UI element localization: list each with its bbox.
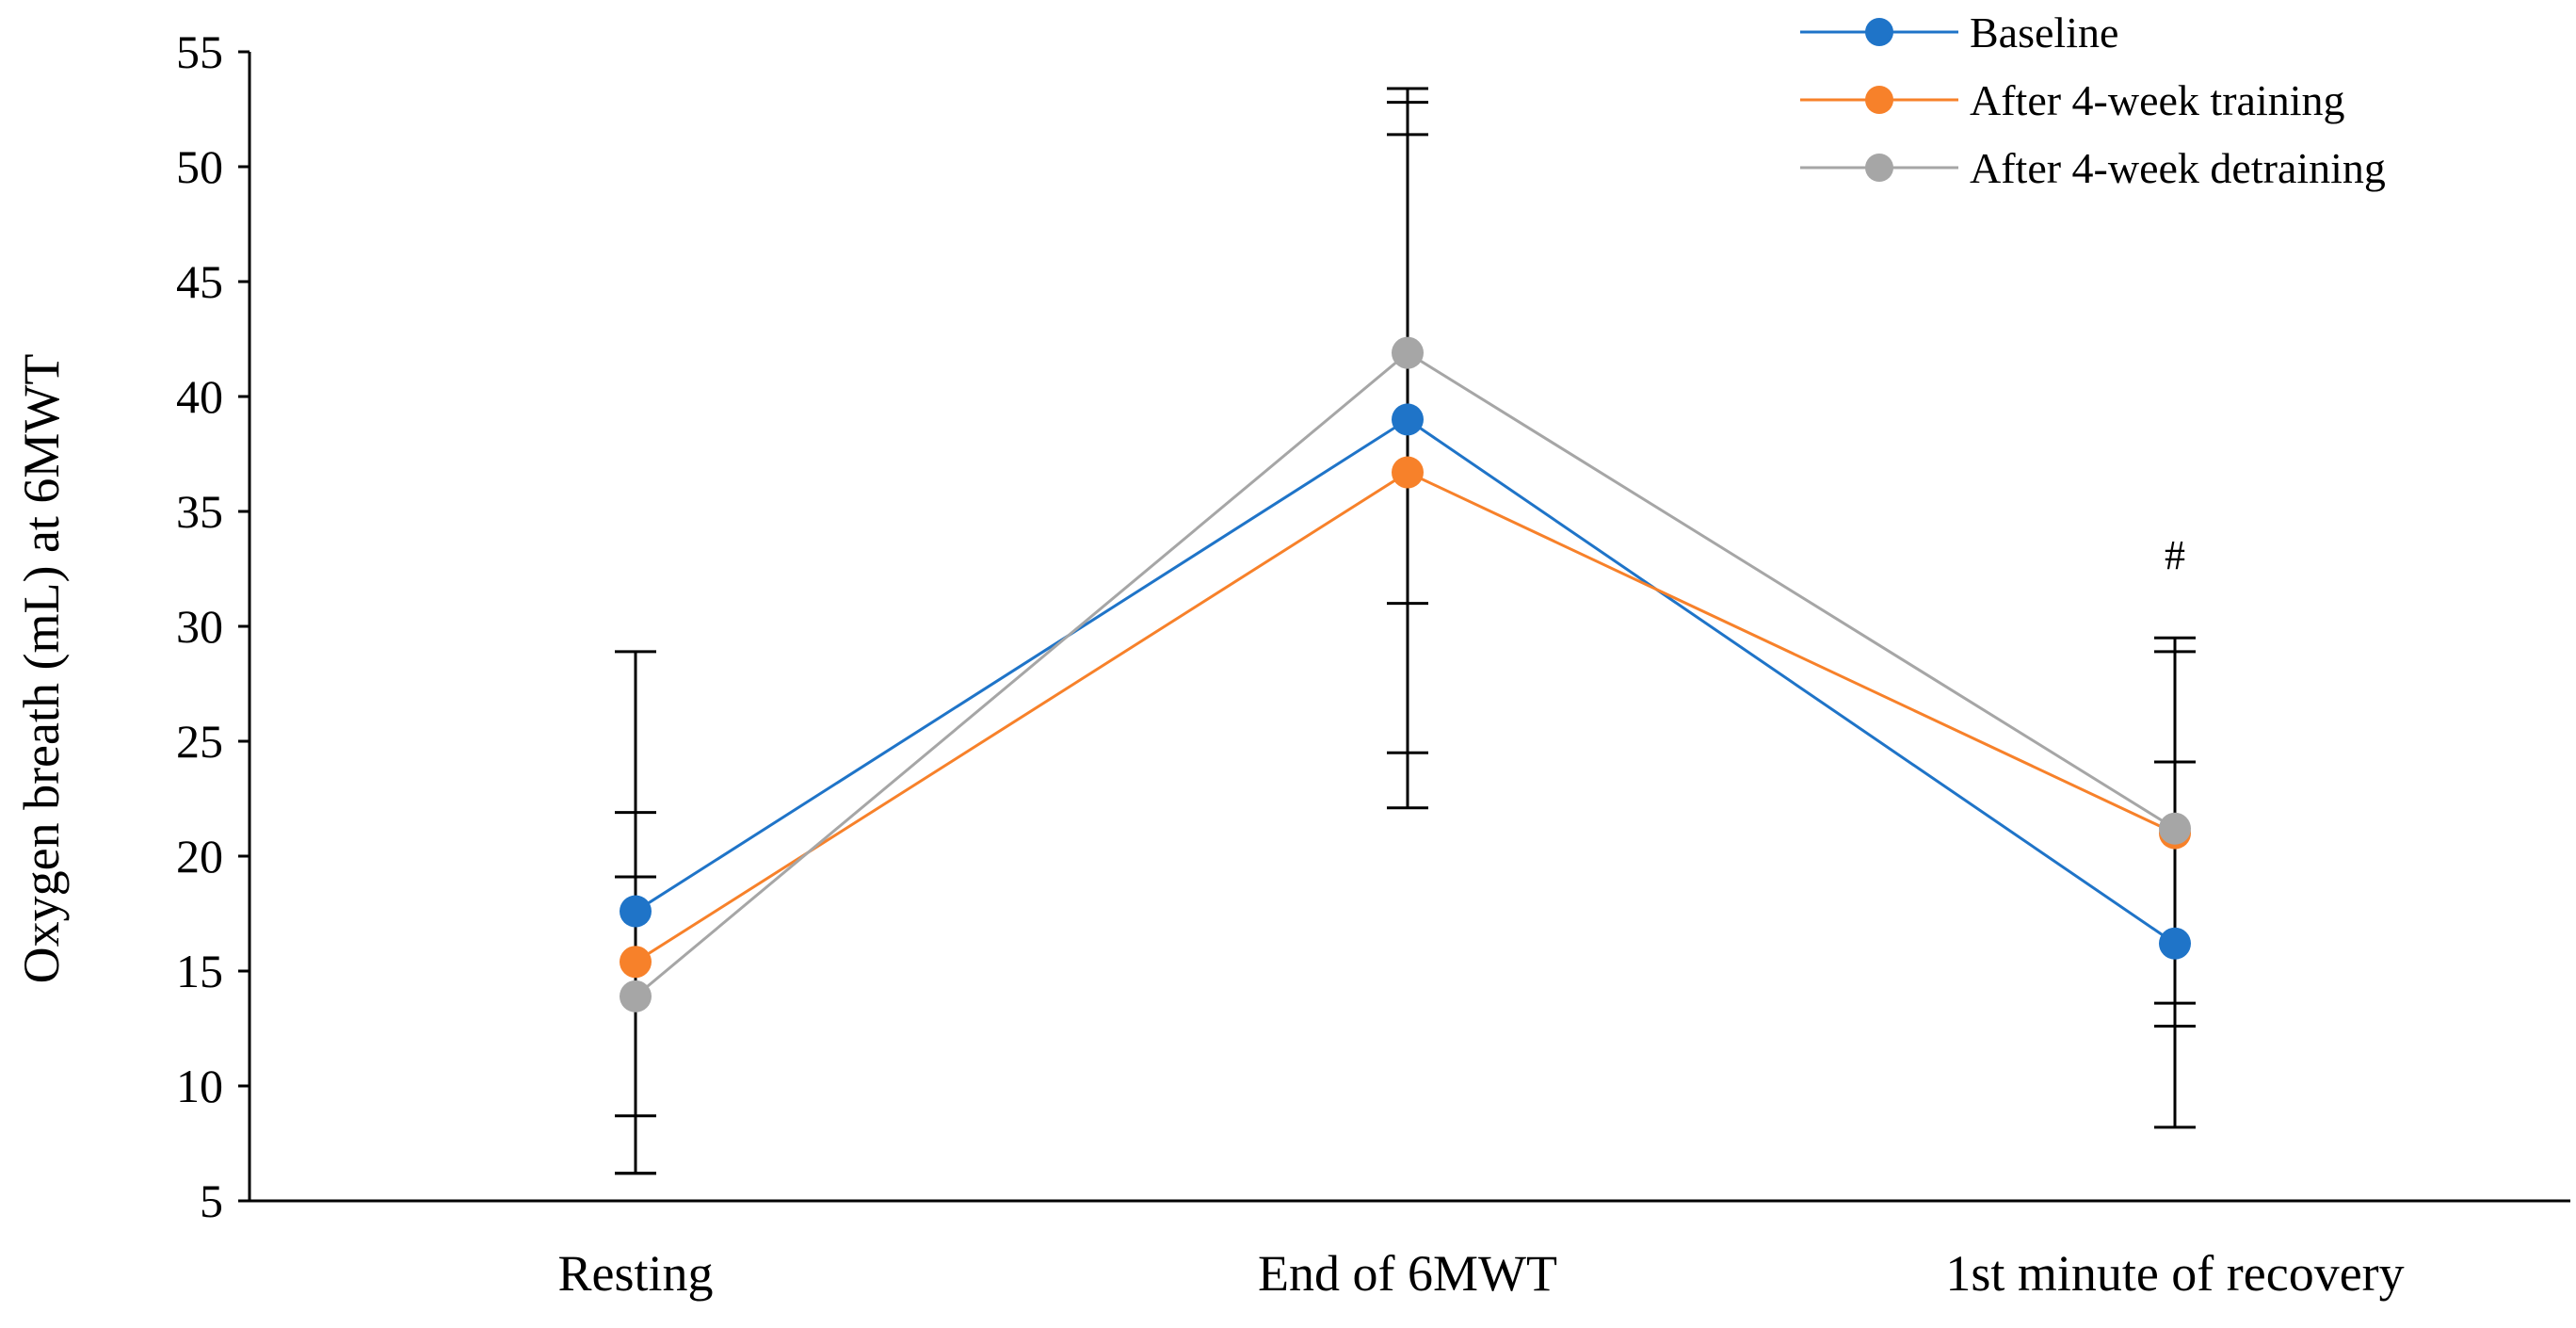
y-tick-label: 20 bbox=[176, 830, 223, 883]
x-axis: Resting End of 6MWT 1st minute of recovery bbox=[250, 1199, 2570, 1302]
data-point-baseline bbox=[1392, 403, 1424, 436]
x-category-label: Resting bbox=[557, 1245, 713, 1302]
y-axis: 5 10 15 20 25 30 35 40 45 50 55 bbox=[176, 25, 251, 1227]
y-tick-label: 40 bbox=[176, 370, 223, 423]
series-line-after-4-week-training bbox=[635, 470, 2176, 964]
x-category-label: End of 6MWT bbox=[1258, 1245, 1557, 1302]
legend-marker-after-4-week-training bbox=[1865, 86, 1893, 114]
y-tick-label: 10 bbox=[176, 1060, 223, 1112]
data-point-baseline bbox=[2159, 927, 2191, 960]
data-point-after-4-week-detraining bbox=[2159, 812, 2191, 845]
legend-label-baseline: Baseline bbox=[1970, 8, 2118, 57]
legend-label-after-4-week-training: After 4-week training bbox=[1970, 76, 2345, 124]
legend-marker-baseline bbox=[1865, 18, 1893, 46]
data-point-after-4-week-training bbox=[620, 946, 652, 979]
y-tick-label: 50 bbox=[176, 140, 223, 193]
legend-marker-after-4-week-detraining bbox=[1865, 154, 1893, 182]
y-tick-label: 45 bbox=[176, 255, 223, 308]
y-tick-label: 30 bbox=[176, 600, 223, 653]
series-line-after-4-week-detraining bbox=[635, 350, 2176, 997]
y-tick-label: 5 bbox=[200, 1174, 223, 1227]
y-tick-label: 15 bbox=[176, 945, 223, 997]
significance-annotation: # bbox=[2165, 532, 2185, 578]
y-tick-label: 25 bbox=[176, 715, 223, 768]
error-bar-layer bbox=[615, 87, 2196, 1175]
data-point-after-4-week-detraining bbox=[1392, 336, 1424, 369]
series-layer bbox=[635, 350, 2176, 997]
y-tick-label: 55 bbox=[176, 25, 223, 78]
data-point-after-4-week-training bbox=[1392, 456, 1424, 489]
marker-layer bbox=[620, 336, 2191, 1012]
series-line-baseline bbox=[635, 417, 2176, 945]
x-category-label: 1st minute of recovery bbox=[1945, 1245, 2404, 1302]
annotation-layer: # bbox=[2165, 532, 2185, 578]
legend: Baseline After 4-week training After 4-wee… bbox=[1800, 8, 2386, 192]
legend-label-after-4-week-detraining: After 4-week detraining bbox=[1970, 144, 2386, 192]
y-tick-label: 35 bbox=[176, 485, 223, 538]
data-point-after-4-week-detraining bbox=[620, 980, 652, 1012]
y-axis-label: Oxygen breath (mL) at 6MWT bbox=[13, 354, 70, 984]
data-point-baseline bbox=[620, 895, 652, 928]
